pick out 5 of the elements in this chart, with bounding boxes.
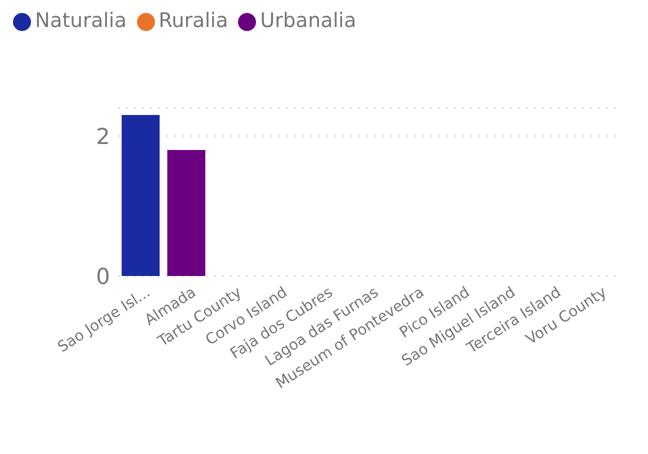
legend-label: Urbanalia xyxy=(260,8,356,32)
y-tick-label: 0 xyxy=(96,264,110,290)
legend-label: Ruralia xyxy=(158,8,228,32)
y-tick-label: 2 xyxy=(96,124,110,150)
legend-label: Naturalia xyxy=(35,8,127,32)
